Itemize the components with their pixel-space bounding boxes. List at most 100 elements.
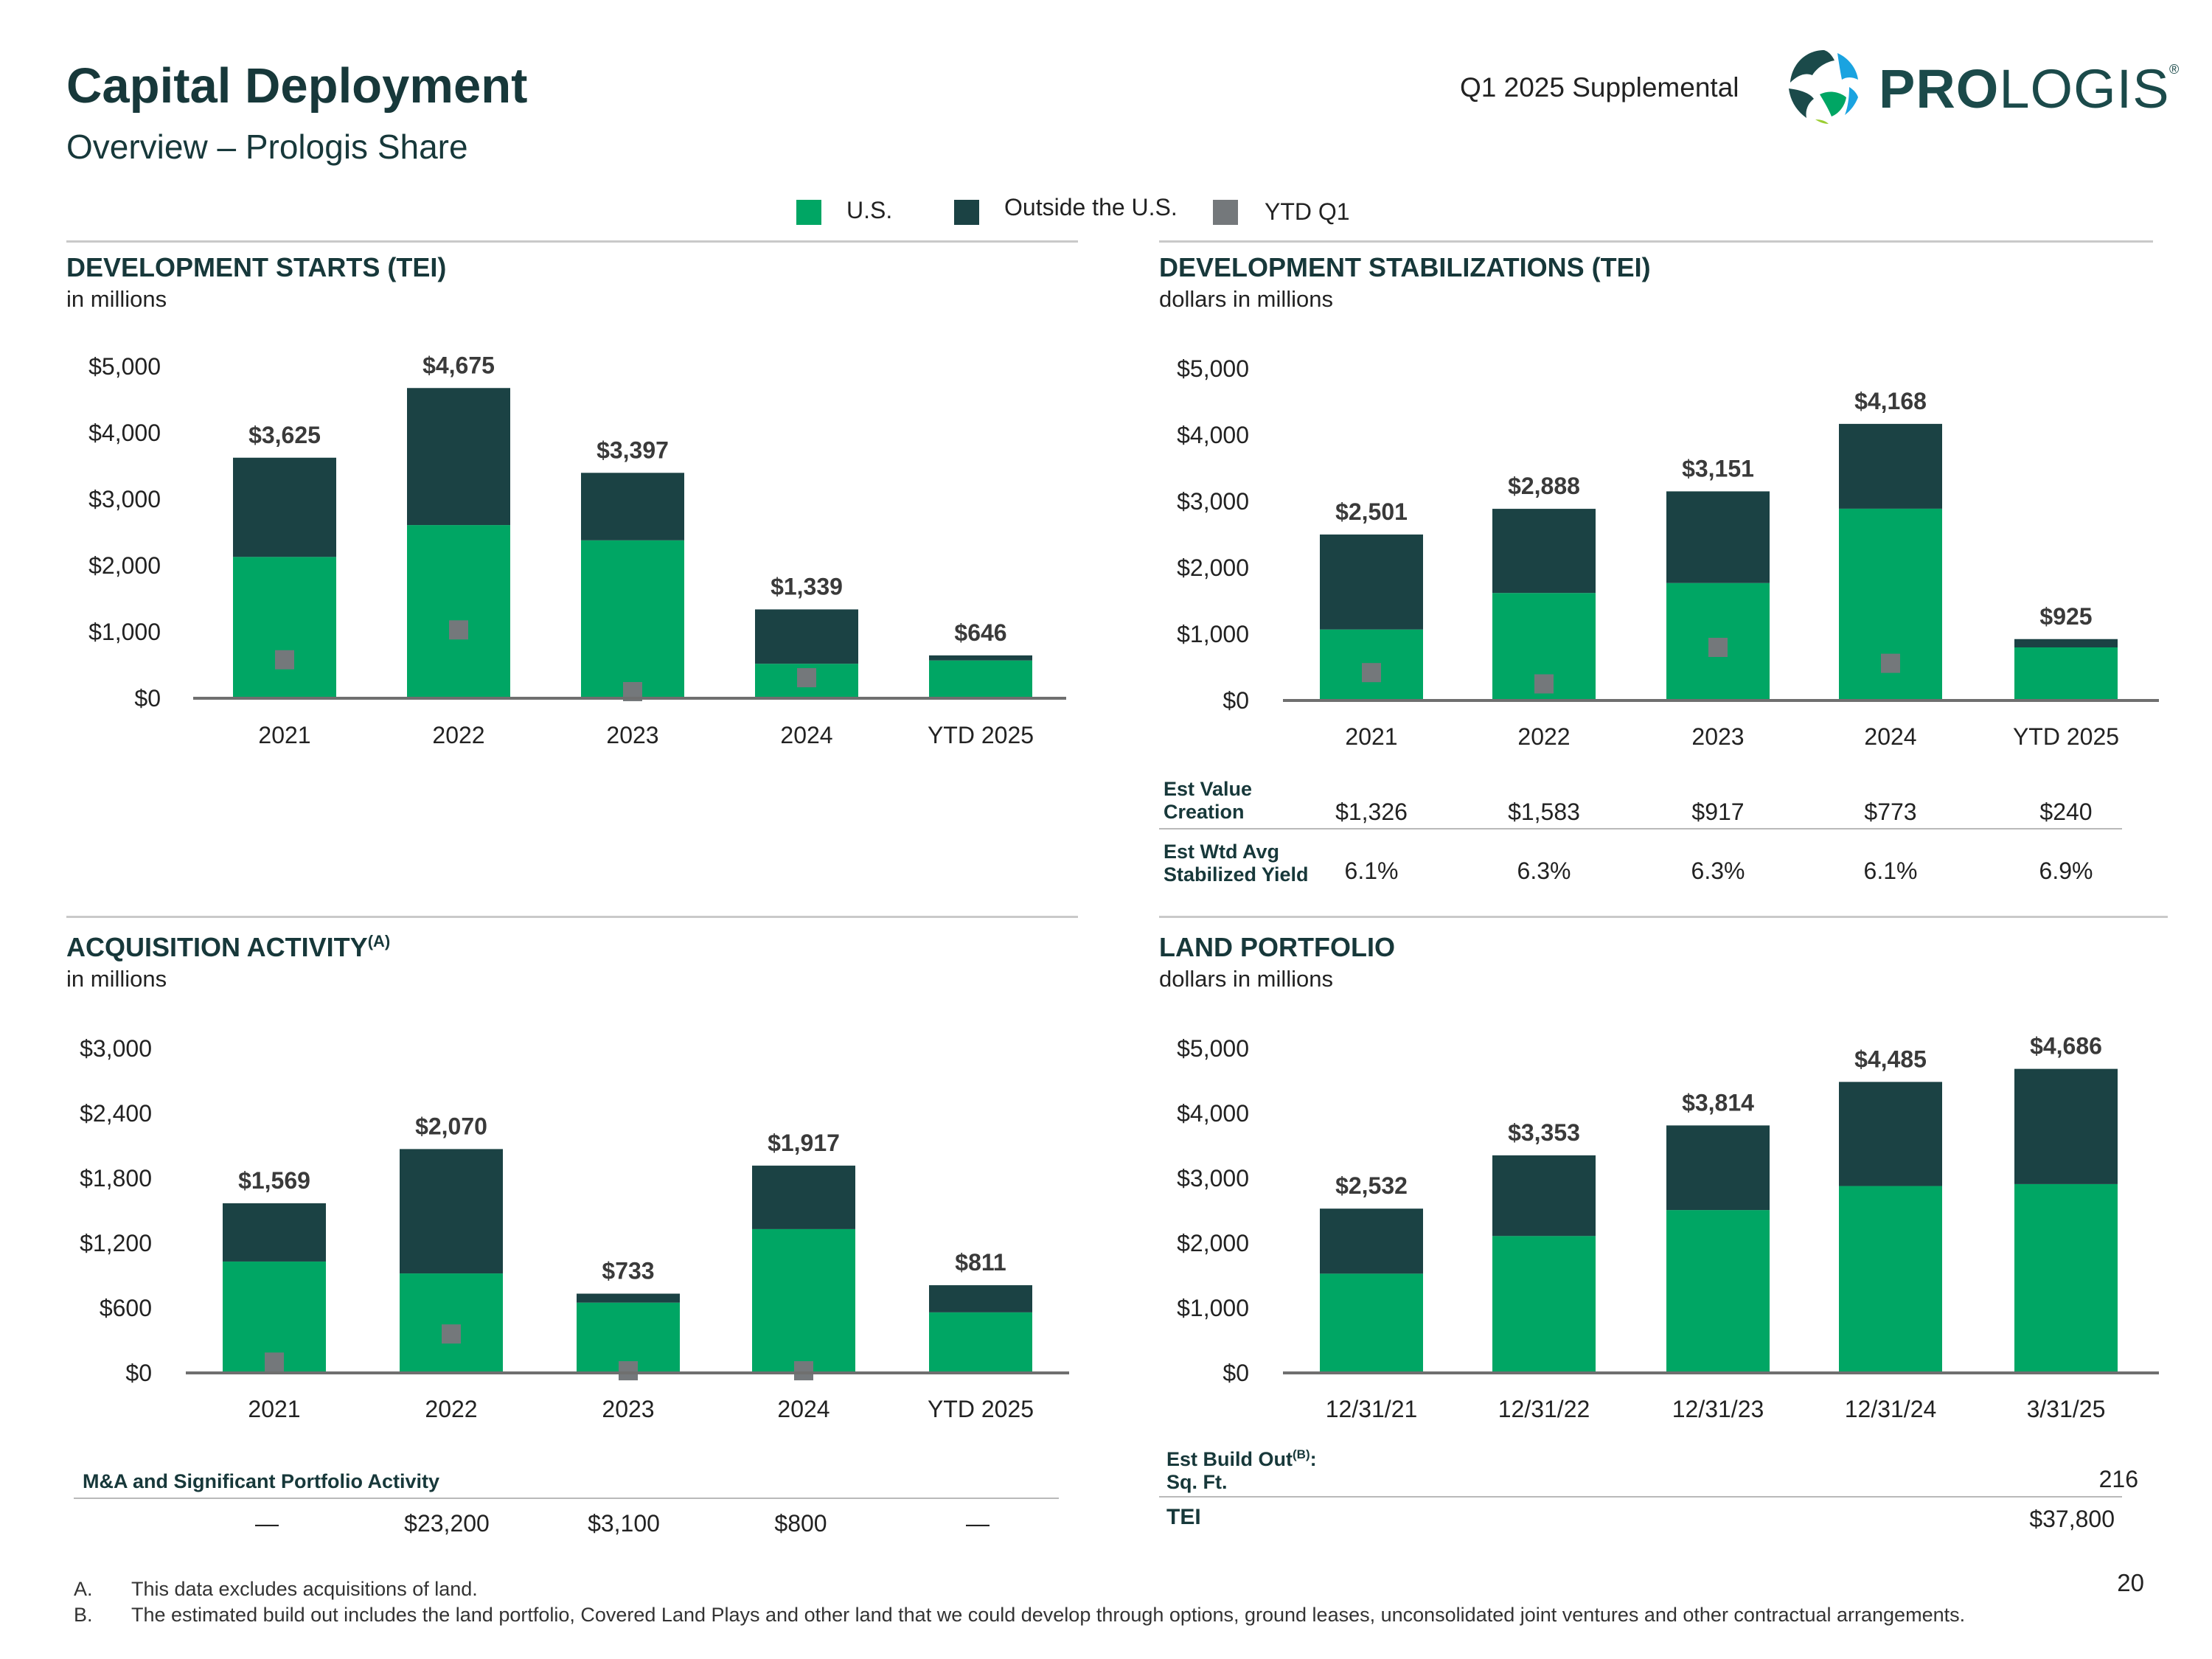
bar-outside xyxy=(929,1285,1032,1312)
y-tick-label: $0 xyxy=(125,1360,152,1386)
est-value-creation-value-2: $917 xyxy=(1691,799,1745,825)
acq-subtitle: in millions xyxy=(66,966,167,992)
y-tick-label: $2,400 xyxy=(80,1100,152,1127)
stabilized-yield-label: Est Wtd Avg Stabilized Yield xyxy=(1164,841,1309,886)
ytd-marker xyxy=(1534,674,1554,694)
bar-us xyxy=(752,1228,855,1373)
total-label: $1,569 xyxy=(238,1167,310,1194)
bar-outside xyxy=(400,1149,503,1274)
y-tick-label: $0 xyxy=(1222,687,1249,714)
y-tick-label: $0 xyxy=(1222,1360,1249,1386)
bar-outside xyxy=(1492,509,1596,594)
bar-outside xyxy=(1666,1125,1770,1211)
total-label: $2,501 xyxy=(1335,498,1408,525)
stabilized-yield-value-1: 6.3% xyxy=(1517,858,1571,884)
section-divider xyxy=(66,916,1078,918)
footnote-b: B. The estimated build out includes the … xyxy=(74,1604,1966,1626)
bar-outside xyxy=(1839,423,1942,509)
est-value-creation-value-1: $1,583 xyxy=(1508,799,1580,825)
total-label: $925 xyxy=(2039,603,2092,630)
acq-title: ACQUISITION ACTIVITY(A) xyxy=(66,932,391,962)
bar-us xyxy=(1666,1210,1770,1373)
bar-outside xyxy=(223,1203,326,1262)
stabilized-yield-value-3: 6.1% xyxy=(1863,858,1918,884)
total-label: $2,888 xyxy=(1508,473,1580,499)
y-tick-label: $5,000 xyxy=(1177,355,1249,382)
bar-outside xyxy=(1492,1155,1596,1237)
section-divider xyxy=(1159,916,2168,918)
bar-outside xyxy=(1320,1208,1423,1274)
total-label: $2,070 xyxy=(415,1113,487,1139)
page-subtitle: Overview – Prologis Share xyxy=(66,128,468,166)
bar-outside xyxy=(1839,1082,1942,1186)
total-label: $733 xyxy=(602,1257,654,1284)
y-tick-label: $600 xyxy=(100,1295,152,1321)
category-label: 2023 xyxy=(606,722,658,748)
stabilized-yield-value-2: 6.3% xyxy=(1691,858,1745,884)
bar-us xyxy=(1320,1273,1423,1373)
total-label: $4,686 xyxy=(2030,1033,2102,1060)
category-label: 2022 xyxy=(1517,723,1570,750)
ytd-marker xyxy=(797,668,816,688)
y-tick-label: $0 xyxy=(134,685,161,712)
bar-outside xyxy=(929,655,1032,661)
legend-us-label: U.S. xyxy=(846,197,893,223)
registered-mark: ® xyxy=(2169,62,2180,77)
ytd-marker xyxy=(1708,638,1728,657)
category-label: 2021 xyxy=(248,1396,300,1422)
ytd-marker xyxy=(449,620,468,640)
dev-stab-subtitle: dollars in millions xyxy=(1159,286,1334,312)
bar-us xyxy=(407,525,510,698)
y-tick-label: $1,800 xyxy=(80,1165,152,1192)
section-divider xyxy=(66,240,1078,243)
y-tick-label: $2,000 xyxy=(1177,1230,1249,1256)
total-label: $1,917 xyxy=(768,1130,840,1156)
y-tick-label: $1,200 xyxy=(80,1230,152,1256)
category-label: 3/31/25 xyxy=(2027,1396,2106,1422)
y-tick-label: $1,000 xyxy=(88,619,161,645)
y-tick-label: $2,000 xyxy=(88,552,161,579)
total-label: $4,168 xyxy=(1854,388,1927,414)
bar-outside xyxy=(581,473,684,540)
bar-us xyxy=(1492,1236,1596,1373)
ytd-marker xyxy=(619,1361,638,1381)
category-label: 12/31/24 xyxy=(1845,1396,1937,1422)
ma-activity-label: M&A and Significant Portfolio Activity xyxy=(83,1470,440,1492)
y-tick-label: $4,000 xyxy=(1177,1100,1249,1127)
dev-starts-title: DEVELOPMENT STARTS (TEI) xyxy=(66,252,447,282)
category-label: 2023 xyxy=(602,1396,654,1422)
page-number: 20 xyxy=(2117,1569,2144,1596)
total-label: $3,625 xyxy=(248,422,321,448)
est-value-creation-label: Est Value Creation xyxy=(1164,778,1253,823)
category-label: YTD 2025 xyxy=(928,1396,1034,1422)
ma-activity-value-0: — xyxy=(255,1510,279,1537)
dev-starts-subtitle: in millions xyxy=(66,286,167,312)
bar-outside xyxy=(2014,639,2118,647)
legend-us-swatch xyxy=(796,200,821,225)
y-tick-label: $3,000 xyxy=(1177,1165,1249,1192)
dev-stab-title: DEVELOPMENT STABILIZATIONS (TEI) xyxy=(1159,252,1651,282)
ma-activity-value-3: $800 xyxy=(774,1510,827,1537)
category-label: 2021 xyxy=(258,722,310,748)
total-label: $4,675 xyxy=(422,352,495,378)
bar-us xyxy=(581,540,684,698)
table-divider xyxy=(1159,828,2122,830)
legend-outside-label: Outside the U.S. xyxy=(1004,194,1178,220)
est-value-creation-value-3: $773 xyxy=(1864,799,1917,825)
bar-us xyxy=(2014,1183,2118,1373)
y-tick-label: $2,000 xyxy=(1177,554,1249,581)
bar-outside xyxy=(752,1165,855,1229)
globe-logo-icon xyxy=(1789,50,1858,124)
ytd-marker xyxy=(1362,663,1381,683)
build-out-sqft-value: 216 xyxy=(2098,1466,2138,1492)
supplemental-label: Q1 2025 Supplemental xyxy=(1460,72,1739,102)
legend-ytd-label: YTD Q1 xyxy=(1265,198,1350,225)
bar-outside xyxy=(755,609,858,664)
est-value-creation-value-4: $240 xyxy=(2039,799,2093,825)
total-label: $811 xyxy=(955,1249,1006,1276)
company-logo: PROLOGIS xyxy=(1879,58,2170,119)
total-label: $3,151 xyxy=(1682,455,1754,481)
est-value-creation-value-0: $1,326 xyxy=(1335,799,1408,825)
